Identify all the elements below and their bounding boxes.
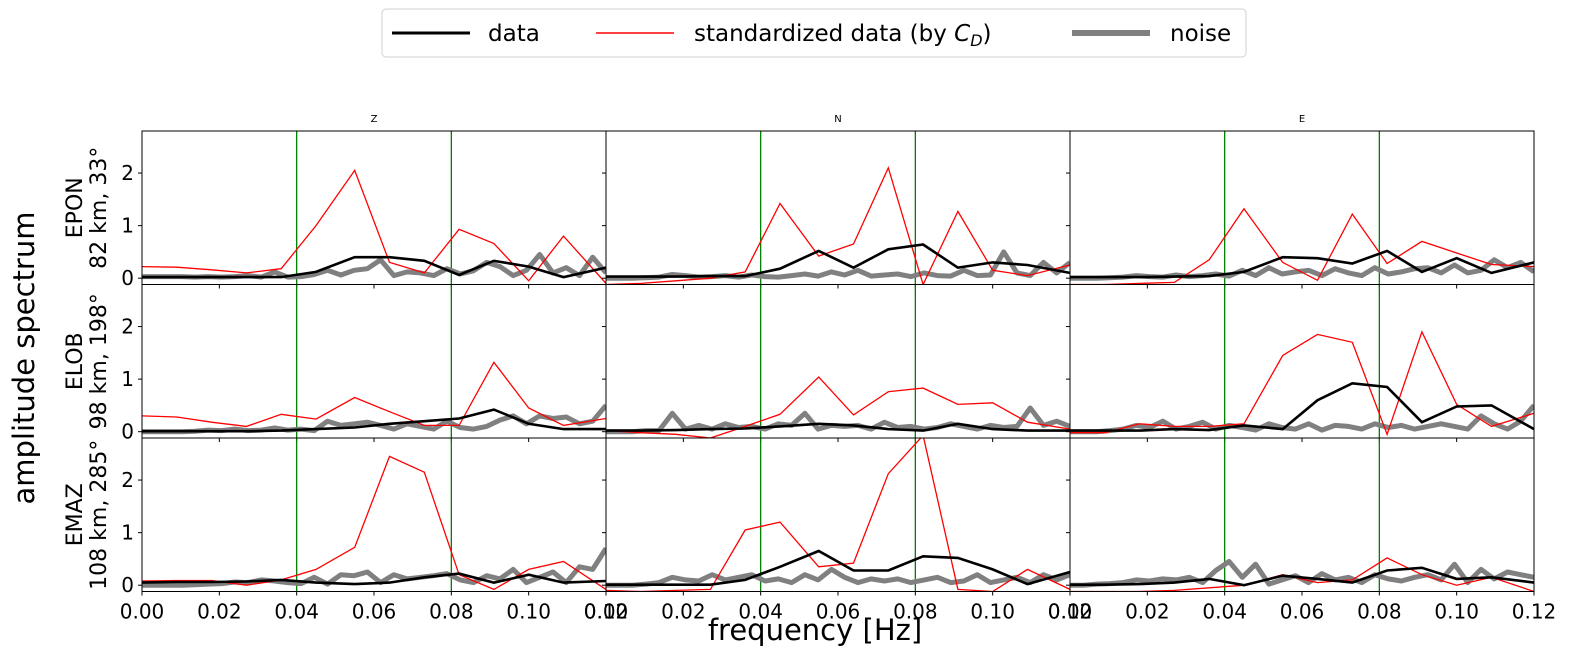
standardized-line <box>142 361 606 428</box>
panel-frame <box>1069 437 1535 592</box>
ytick-label: 0 <box>121 420 134 444</box>
row-station-label: EPON <box>63 177 88 238</box>
row-info-label: 108 km, 285° <box>87 440 112 590</box>
plot-area <box>142 131 606 285</box>
data-line <box>606 243 1070 278</box>
panel-frame <box>605 437 1071 592</box>
panel-elob-e <box>1066 284 1535 442</box>
panel-epon-z: 0 1 2 Z <box>121 114 607 290</box>
panel-frame <box>1069 284 1535 439</box>
data-line <box>142 255 606 279</box>
plot-area <box>142 284 606 438</box>
xtick-label: 0.04 <box>1202 600 1247 624</box>
xtick-label: 0.10 <box>1434 600 1479 624</box>
column-title: N <box>834 114 841 125</box>
plot-area <box>142 438 606 592</box>
noise-line <box>606 249 1070 281</box>
noise-line <box>142 547 606 588</box>
ytick-label: 2 <box>121 161 134 185</box>
standardized-line <box>1070 330 1534 437</box>
plot-area <box>606 438 1070 592</box>
standardized-line <box>606 438 1070 592</box>
panel-elob-n <box>602 284 1071 442</box>
xtick-label: 0.08 <box>893 600 938 624</box>
figure-xlabel: frequency [Hz] <box>708 613 922 647</box>
noise-line <box>1070 403 1534 435</box>
noise-line <box>1070 559 1534 588</box>
standardized-line <box>142 455 606 591</box>
xtick-label: 0.10 <box>506 600 551 624</box>
panel-emaz-e: 0.00 0.02 0.04 0.06 0.08 0.10 0.12 <box>1048 437 1557 624</box>
xtick-label: 0.12 <box>584 600 629 624</box>
data-line <box>1070 381 1534 432</box>
panel-epon-e: E <box>1066 114 1535 289</box>
data-line <box>606 422 1070 432</box>
column-title: Z <box>371 114 378 125</box>
xtick-label: 0.00 <box>120 600 165 624</box>
xtick-label: 0.06 <box>1280 600 1325 624</box>
ytick-label: 2 <box>121 315 134 339</box>
panel-epon-n: N <box>602 114 1071 289</box>
ytick-label: 2 <box>121 468 134 492</box>
xtick-label: 0.08 <box>429 600 474 624</box>
ytick-label: 1 <box>121 214 134 238</box>
panel-emaz-z: 0 1 2 0.00 0.02 0.04 0.06 0.08 0.10 0.12 <box>120 437 629 624</box>
xtick-label: 0.02 <box>197 600 242 624</box>
xtick-label: 0.00 <box>584 600 629 624</box>
panel-emaz-n: 0.00 0.02 0.04 0.06 0.08 0.10 0.12 <box>584 437 1093 624</box>
legend-label-data: data <box>488 21 540 47</box>
plot-area <box>606 284 1070 438</box>
noise-line <box>142 403 606 435</box>
legend-label-standardized: standardized data (by CD) <box>694 21 992 50</box>
xtick-label: 0.12 <box>1048 600 1093 624</box>
plot-area <box>1070 284 1534 438</box>
row-info-label: 82 km, 33° <box>87 147 112 269</box>
ytick-label: 1 <box>121 521 134 545</box>
row-station-label: EMAZ <box>63 483 88 546</box>
data-line <box>142 408 606 433</box>
ytick-label: 1 <box>121 367 134 391</box>
standardized-line <box>1070 207 1534 285</box>
data-line <box>1070 566 1534 587</box>
xtick-label: 0.02 <box>1125 600 1170 624</box>
panel-elob-z: 0 1 2 <box>121 284 607 444</box>
column-title: E <box>1299 114 1305 125</box>
xtick-label: 0.06 <box>352 600 397 624</box>
data-line <box>1070 249 1534 279</box>
xtick-label: 0.08 <box>1357 600 1402 624</box>
data-line <box>142 572 606 586</box>
figure-ylabel: amplitude spectrum <box>7 212 41 505</box>
legend-frame <box>381 8 1247 58</box>
xtick-label: 0.04 <box>738 600 783 624</box>
plot-area <box>1070 438 1534 592</box>
legend-label-noise: noise <box>1170 21 1231 47</box>
xtick-label: 0.10 <box>970 600 1015 624</box>
xtick-label: 0.06 <box>816 600 861 624</box>
noise-line <box>606 566 1070 588</box>
standardized-line <box>606 165 1070 285</box>
legend: data standardized data (by CD) noise <box>381 8 1247 58</box>
standardized-line <box>606 376 1070 438</box>
panel-frame <box>141 437 607 592</box>
xtick-label: 0.02 <box>661 600 706 624</box>
row-station-label: ELOB <box>63 332 88 390</box>
data-line <box>606 549 1070 587</box>
ytick-label: 0 <box>121 266 134 290</box>
xtick-label: 0.12 <box>1512 600 1557 624</box>
plot-area <box>606 131 1070 285</box>
xtick-label: 0.04 <box>274 600 319 624</box>
plot-area <box>1070 131 1534 285</box>
xtick-label: 0.00 <box>1048 600 1093 624</box>
ytick-label: 0 <box>121 573 134 597</box>
row-info-label: 98 km, 198° <box>87 293 112 429</box>
standardized-line <box>142 169 606 284</box>
